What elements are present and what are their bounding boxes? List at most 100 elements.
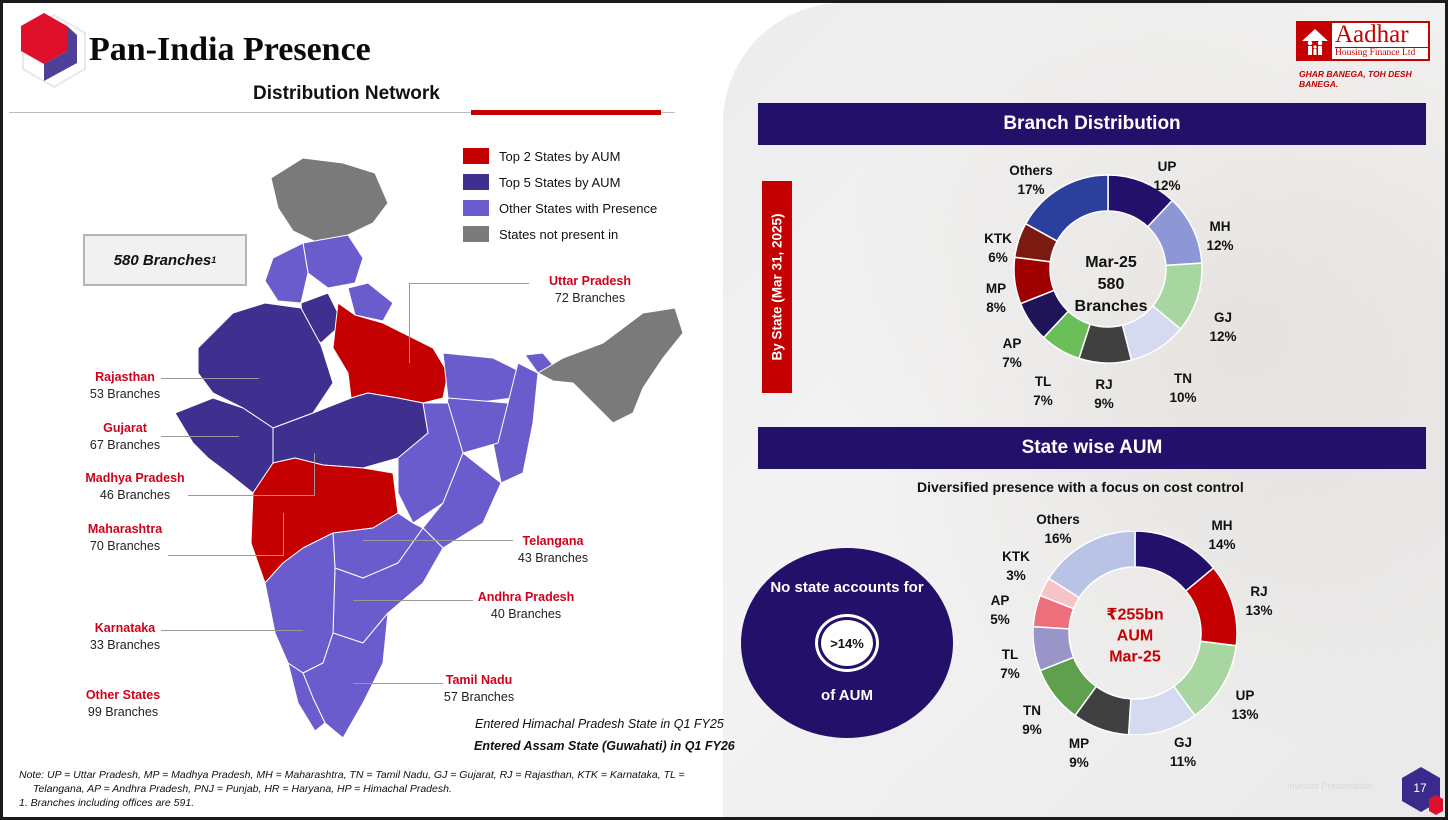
donut-label-ap: AP 5% [990, 591, 1010, 629]
branch-distribution-header: Branch Distribution [758, 103, 1426, 145]
callout-line [168, 555, 284, 556]
logo-name: Aadhar [1335, 21, 1409, 48]
india-map [174, 157, 684, 739]
company-logo: Aadhar Housing Finance Ltd [1296, 21, 1430, 61]
accent-divider [471, 110, 661, 115]
page-title: Pan-India Presence [89, 31, 371, 68]
state-branches: 67 Branches [89, 438, 161, 452]
legend-item: Other States with Presence [463, 195, 657, 221]
divider [9, 112, 675, 113]
state-name: Tamil Nadu [445, 673, 513, 687]
legend-item: Top 2 States by AUM [463, 143, 657, 169]
donut-label-category: Others [1009, 163, 1053, 178]
donut-label-value: 7% [1002, 355, 1022, 370]
house-family-icon [1298, 23, 1332, 59]
donut-label-value: 5% [990, 612, 1010, 627]
callout-line [363, 540, 513, 541]
donut-label-value: 9% [1094, 396, 1114, 411]
callout-line [314, 453, 315, 495]
donut-label-value: 16% [1044, 531, 1072, 546]
donut-label-tl: TL 7% [1033, 372, 1053, 410]
page-number: 17 [1413, 781, 1427, 795]
callout-line [409, 283, 529, 284]
donut-label-others: Others 17% [1009, 161, 1053, 199]
donut-label-value: 8% [986, 300, 1006, 315]
state-label-others: Other States 99 Branches [75, 687, 171, 721]
legend-label: Other States with Presence [499, 200, 658, 216]
map-region-jk [270, 157, 389, 244]
state-name: Telangana [522, 534, 584, 548]
donut-label-category: TL [1034, 374, 1052, 389]
donut-label-value: 12% [1209, 329, 1237, 344]
background-watermark: Investor Presentation [1287, 781, 1373, 791]
side-label-text: By State (Mar 31, 2025) [769, 213, 785, 361]
state-branches: 99 Branches [87, 705, 159, 719]
logo-sub: Housing Finance Ltd [1335, 47, 1428, 59]
donut-label-value: 10% [1169, 390, 1197, 405]
state-branches: 53 Branches [89, 387, 161, 401]
state-name: Andhra Pradesh [477, 590, 575, 604]
state-label-mp: Madhya Pradesh 46 Branches [75, 470, 195, 504]
donut-label-mp: MP 8% [986, 279, 1006, 317]
total-branches-box: 580 Branches 1 [83, 234, 247, 286]
map-region-rajasthan [197, 302, 334, 429]
donut-label-mh: MH 12% [1206, 217, 1233, 255]
aum-cap-badge: >14% [818, 617, 876, 669]
aum-donut-center: ₹255bn AUM Mar-25 [1106, 605, 1163, 668]
donut-label-category: TN [1022, 703, 1041, 718]
legend-label: States not present in [499, 226, 619, 242]
footnote-line: 1. Branches including offices are 591. [19, 797, 195, 809]
callout-line [409, 283, 410, 363]
map-region-up [332, 302, 449, 404]
donut-label-value: 11% [1169, 754, 1197, 769]
donut-label-rj: RJ 9% [1094, 375, 1114, 413]
state-label-ap: Andhra Pradesh 40 Branches [471, 589, 581, 623]
donut-label-value: 13% [1245, 603, 1273, 618]
donut-label-up: UP 12% [1153, 157, 1180, 195]
donut-label-category: AP [990, 593, 1010, 608]
page-hexagon-icon [1402, 767, 1443, 815]
state-branches: 70 Branches [89, 539, 161, 553]
donut-label-rj: RJ 13% [1245, 582, 1272, 620]
donut-label-value: 13% [1231, 707, 1259, 722]
legend-label: Top 5 States by AUM [499, 174, 621, 190]
state-name: Madhya Pradesh [85, 471, 185, 485]
donut-label-category: KTK [984, 231, 1012, 246]
donut-label-value: 7% [1000, 666, 1020, 681]
donut-label-category: AP [1002, 336, 1022, 351]
logo-tagline: GHAR BANEGA, TOH DESH BANEGA. [1299, 69, 1412, 89]
legend-swatch [463, 226, 489, 242]
state-name: Other States [85, 688, 161, 702]
aum-focus-text: Diversified presence with a focus on cos… [917, 479, 1244, 495]
donut-label-category: KTK [1002, 549, 1030, 564]
center-line: Branches [1074, 298, 1148, 315]
callout-line [161, 378, 259, 379]
state-name: Rajasthan [95, 370, 155, 384]
entered-assam-note: Entered Assam State (Guwahati) in Q1 FY2… [474, 739, 735, 753]
map-region-northeast [537, 307, 684, 424]
donut-label-others: Others 16% [1036, 510, 1080, 548]
donut-label-category: MH [1211, 518, 1233, 533]
center-line: 580 [1097, 276, 1125, 293]
donut-label-tl: TL 7% [1000, 645, 1020, 683]
donut-label-up: UP 13% [1231, 686, 1258, 724]
legend-swatch [463, 174, 489, 190]
aum-cap-top: No state accounts for [770, 579, 924, 596]
state-name: Gujarat [103, 421, 147, 435]
state-branches: 72 Branches [554, 291, 626, 305]
donut-label-mp: MP 9% [1069, 734, 1089, 772]
donut-label-ap: AP 7% [1002, 334, 1022, 372]
state-label-maharashtra: Maharashtra 70 Branches [75, 521, 175, 555]
donut-label-ktk: KTK 3% [1002, 547, 1030, 585]
donut-label-mh: MH 14% [1208, 516, 1235, 554]
footnote-marker: 1 [211, 255, 217, 265]
center-line: AUM [1116, 627, 1154, 645]
legend-swatch [463, 200, 489, 216]
map-region-kerala [287, 662, 326, 732]
donut-label-category: TL [1001, 647, 1019, 662]
donut-label-category: MP [1068, 736, 1090, 751]
aum-donut-chart [1033, 531, 1237, 735]
branch-donut-chart [1013, 174, 1203, 364]
donut-label-value: 17% [1017, 182, 1045, 197]
donut-label-category: GJ [1213, 310, 1232, 325]
